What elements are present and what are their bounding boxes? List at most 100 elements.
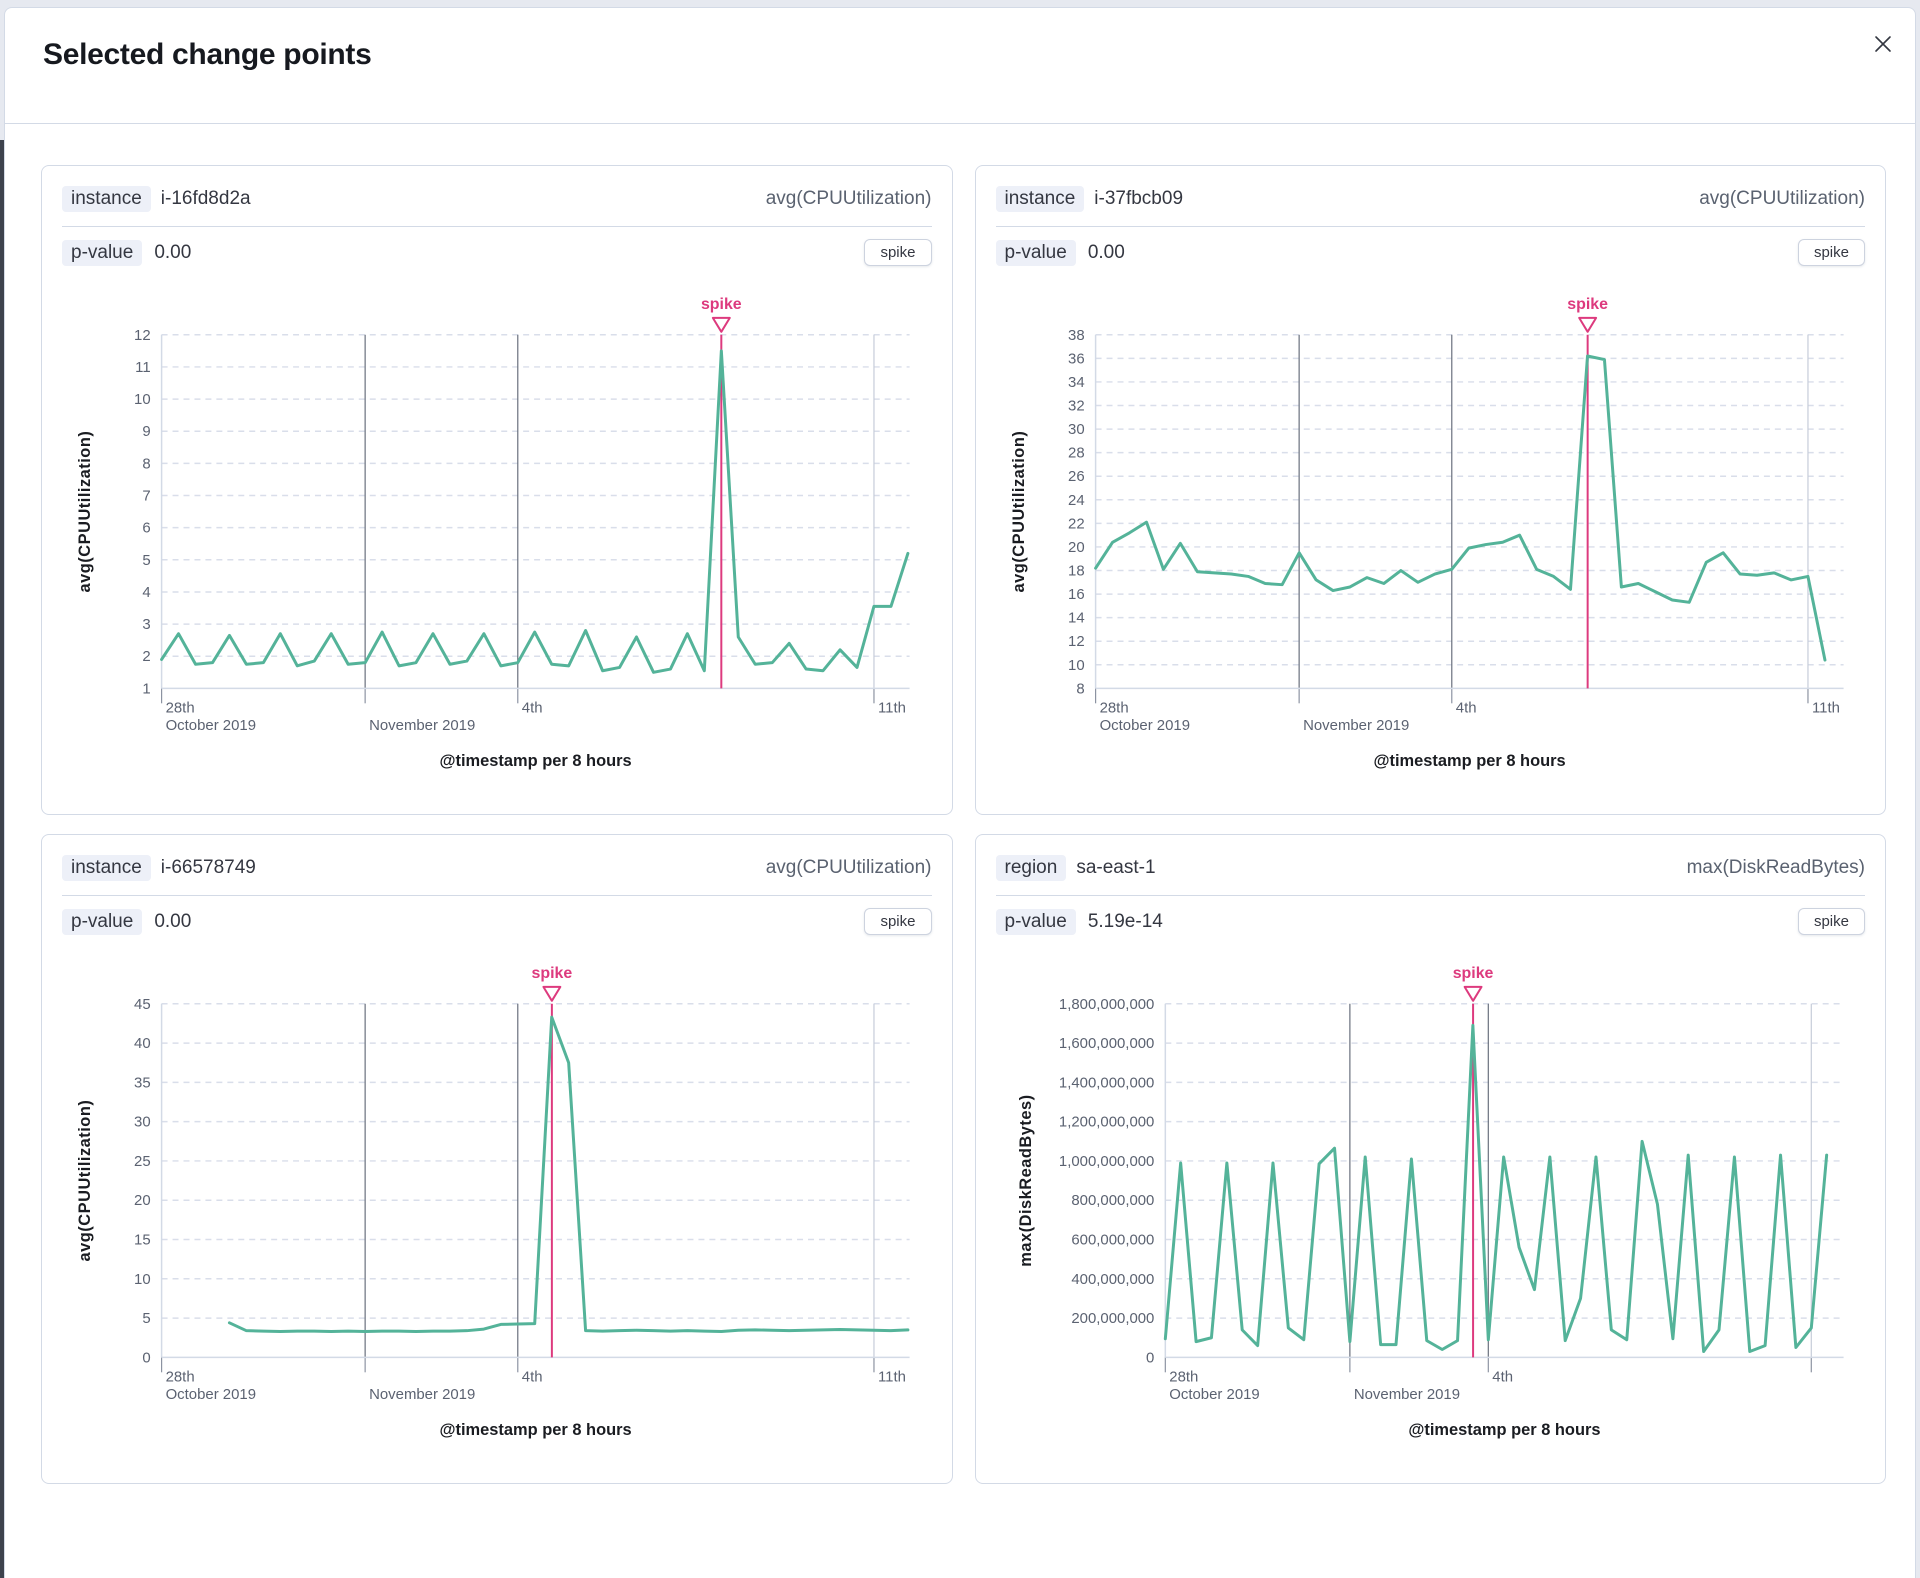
change-point-chart[interactable]: 0 200,000,000 400,000,000 600,000,000 800,00… (996, 941, 1866, 1461)
metric-label: max(DiskReadBytes) (1686, 857, 1865, 878)
panel-header: instance i-66578749 avg(CPUUtilization) (62, 849, 932, 896)
change-point-chart[interactable]: 8 10 12 14 16 18 20 22 24 26 28 30 32 34 36 38 28thOctob… (996, 272, 1866, 792)
chart-container: 1 2 3 4 5 6 7 8 9 10 11 12 28th October 2019 November … (62, 272, 932, 797)
y-tick-label: 30 (1068, 421, 1085, 438)
page-title: Selected change points (43, 38, 372, 71)
chart-container: 0 5 10 15 20 25 30 35 40 45 28th October 2019 Novemb… (62, 941, 932, 1466)
panel-meta-row: p-value 0.00 spike (995, 227, 1865, 268)
y-axis-title: avg(CPUUtilization) (76, 1100, 94, 1262)
p-value-badge: p-value (62, 908, 143, 935)
x-tick-month-label: November 2019 (1353, 1386, 1459, 1403)
change-type-button[interactable]: spike (864, 239, 932, 266)
x-axis-title: @timestamp per 8 hours (1373, 752, 1565, 770)
y-tick-label: 1,600,000,000 (1058, 1035, 1153, 1052)
y-tick-label: 38 (1068, 327, 1085, 344)
y-tick-label: 32 (1068, 397, 1085, 414)
change-point-panel: instance i-66578749 avg(CPUUtilization) … (41, 834, 953, 1484)
y-tick-label: 35 (134, 1074, 151, 1091)
y-tick-label: 10 (134, 391, 151, 408)
modal-header: Selected change points (5, 8, 1915, 124)
y-tick-label: 8 (1076, 680, 1084, 697)
y-tick-label: 3 (142, 616, 150, 633)
x-tick-label: 11th (1811, 699, 1839, 716)
y-tick-label: 1,400,000,000 (1058, 1074, 1153, 1091)
x-tick-label: 4th (522, 1368, 543, 1385)
y-tick-label: 12 (1068, 633, 1085, 650)
y-tick-label: 7 (142, 487, 150, 504)
background-page-edge (0, 140, 4, 1578)
x-tick-label: 4th (1455, 699, 1476, 716)
line-series (1093, 354, 1826, 662)
change-type-button[interactable]: spike (864, 908, 932, 935)
spike-annotation-label: spike (532, 965, 573, 982)
x-axis-title: @timestamp per 8 hours (1408, 1421, 1600, 1439)
x-tick-label: 28th (166, 699, 195, 716)
split-field-badge: instance (62, 186, 151, 212)
x-tick-label: 4th (522, 699, 543, 716)
y-tick-label: 22 (1068, 515, 1085, 532)
spike-annotation-label: spike (701, 296, 742, 313)
y-tick-label: 11 (135, 359, 151, 376)
change-points-grid: instance i-16fd8d2a avg(CPUUtilization) … (5, 124, 1915, 1484)
modal-close-button[interactable] (1869, 30, 1897, 58)
x-tick-month-label: November 2019 (1303, 717, 1409, 734)
spike-annotation-marker (1463, 985, 1483, 1002)
split-field-badge: region (995, 855, 1067, 881)
line-series (160, 349, 910, 674)
y-tick-label: 1,000,000,000 (1058, 1153, 1153, 1170)
change-type-button[interactable]: spike (1797, 239, 1865, 266)
y-tick-label: 10 (1068, 657, 1085, 674)
y-tick-label: 1 (142, 680, 150, 697)
change-point-panel: region sa-east-1 max(DiskReadBytes) p-va… (974, 834, 1886, 1484)
y-tick-label: 30 (134, 1114, 151, 1131)
y-tick-label: 5 (142, 552, 150, 569)
y-tick-label: 4 (142, 584, 150, 601)
x-tick-month-label: November 2019 (369, 717, 475, 734)
metric-label: avg(CPUUtilization) (1699, 188, 1865, 209)
y-tick-label: 16 (1068, 586, 1085, 603)
y-tick-label: 9 (142, 423, 150, 440)
metric-label: avg(CPUUtilization) (765, 188, 932, 209)
y-axis-title: avg(CPUUtilization) (1009, 431, 1027, 593)
split-field-value: i-37fbcb09 (1094, 188, 1184, 209)
y-tick-label: 600,000,000 (1071, 1231, 1154, 1248)
x-axis-title: @timestamp per 8 hours (440, 752, 632, 770)
y-tick-label: 26 (1068, 468, 1085, 485)
spike-annotation-marker (1577, 316, 1597, 333)
spike-annotation-label: spike (1452, 965, 1493, 982)
p-value-badge: p-value (995, 908, 1076, 935)
y-tick-label: 20 (1068, 539, 1085, 556)
panel-header: instance i-37fbcb09 avg(CPUUtilization) (995, 180, 1865, 227)
spike-annotation-label: spike (1567, 296, 1608, 313)
y-tick-label: 1,200,000,000 (1058, 1114, 1153, 1131)
split-field-badge: instance (62, 855, 151, 881)
x-tick-month-label: October 2019 (166, 1386, 256, 1403)
line-series (1163, 1023, 1828, 1353)
split-field-badge: instance (995, 186, 1085, 212)
p-value: 0.00 (154, 241, 192, 263)
split-field-value: sa-east-1 (1076, 857, 1156, 878)
chart-container: 0 200,000,000 400,000,000 600,000,000 800,00… (996, 941, 1866, 1466)
panel-meta-row: p-value 0.00 spike (62, 227, 932, 268)
panel-header: instance i-16fd8d2a avg(CPUUtilization) (62, 180, 932, 227)
x-tick-label: 28th (1099, 699, 1128, 716)
y-tick-label: 0 (142, 1349, 150, 1366)
x-tick-label: 11th (878, 1368, 906, 1385)
y-tick-label: 18 (1068, 562, 1085, 579)
p-value-badge: p-value (62, 239, 143, 266)
y-tick-label: 36 (1068, 350, 1085, 367)
p-value: 5.19e-14 (1087, 910, 1163, 932)
split-field-value: i-66578749 (160, 857, 256, 878)
split-field-value: i-16fd8d2a (160, 188, 251, 209)
change-type-button[interactable]: spike (1797, 908, 1865, 935)
chart-container: 8 10 12 14 16 18 20 22 24 26 28 30 32 34 36 38 28th Octob… (996, 272, 1866, 797)
p-value-badge: p-value (995, 239, 1076, 266)
y-tick-label: 1,800,000,000 (1058, 996, 1153, 1013)
x-tick-month-label: October 2019 (1099, 717, 1189, 734)
y-axis-title: max(DiskReadBytes) (1016, 1094, 1034, 1266)
metric-label: avg(CPUUtilization) (765, 857, 932, 878)
y-tick-label: 25 (134, 1153, 151, 1170)
y-tick-label: 0 (1146, 1349, 1154, 1366)
